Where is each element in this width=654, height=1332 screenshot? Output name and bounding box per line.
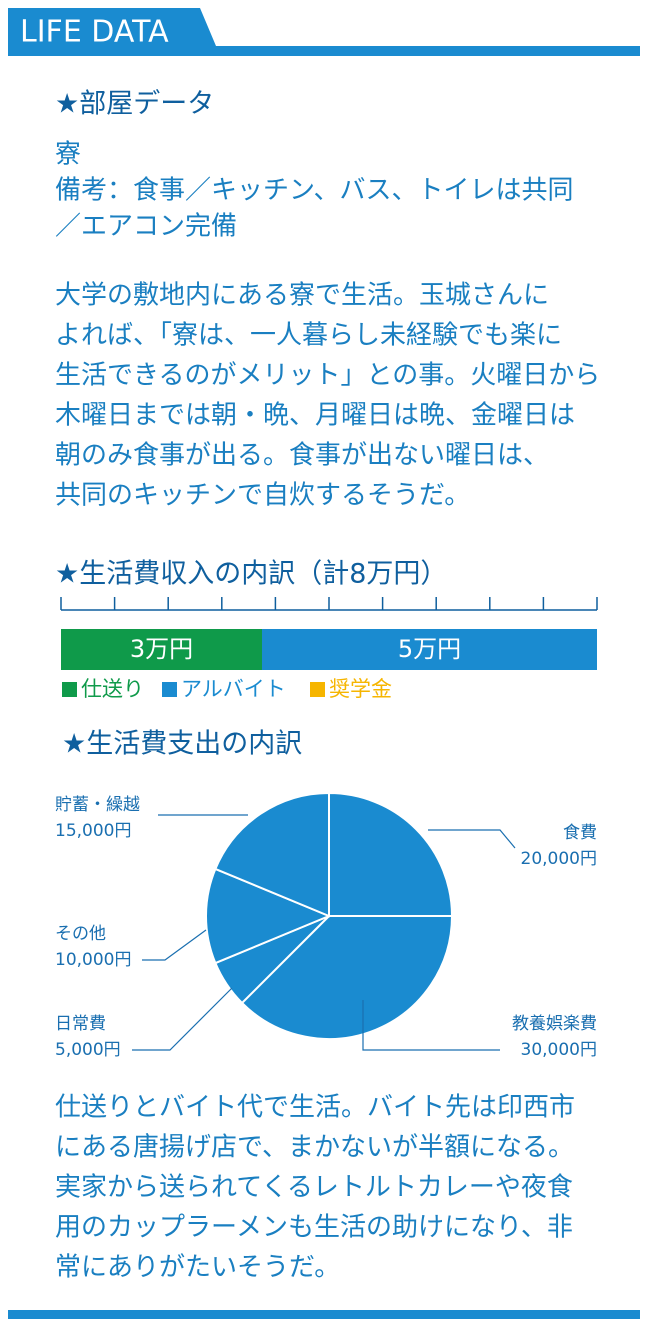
legend-label: アルバイト [181, 677, 286, 701]
pie-slice [205, 867, 332, 965]
leader-line [428, 829, 516, 849]
legend-swatch [310, 682, 325, 697]
slice-value: 30,000円 [521, 1040, 597, 1060]
slice-value: 10,000円 [55, 950, 131, 970]
bar-segment [61, 629, 262, 670]
slice-label: その他 [55, 924, 106, 944]
pie-slice [240, 915, 454, 1040]
slice-label: 貯蓄・繰越 [55, 795, 140, 815]
paragraph-line: 常にありがたいそうだ。 [55, 1253, 340, 1283]
leader-line [132, 987, 233, 1051]
pie-slice [328, 791, 454, 917]
paragraph-line: にある唐揚げ店で、まかないが半額になる。 [55, 1133, 574, 1163]
legend-swatch [162, 682, 177, 697]
slice-label: 教養娯楽費 [512, 1014, 597, 1034]
room-line: 備考：食事／キッチン、バス、トイレは共同 [55, 176, 573, 206]
paragraph-line: 実家から送られてくるレトルトカレーや夜食 [55, 1173, 573, 1203]
paragraph-line: 木曜日までは朝・晩、月曜日は晩、金曜日は [55, 401, 575, 431]
legend-swatch [62, 682, 77, 697]
paragraph-line: 用のカップラーメンも生活の助けになり、非 [55, 1213, 573, 1243]
pie-slice [214, 791, 330, 918]
slice-label: 日常費 [55, 1014, 106, 1034]
bar-label: 5万円 [398, 635, 461, 663]
slice-value: 5,000円 [55, 1040, 121, 1060]
section-heading: ★部屋データ [55, 89, 214, 120]
header-bar [8, 8, 640, 56]
bar-label: 3万円 [130, 635, 193, 663]
paragraph-line: 朝のみ食事が出る。食事が出ない曜日は、 [55, 441, 549, 471]
leader-line [142, 929, 207, 961]
paragraph-line: 共同のキッチンで自炊するそうだ。 [55, 481, 470, 511]
chart-title: ★生活費収入の内訳（計8万円） [55, 559, 447, 590]
paragraph-line: 大学の敷地内にある寮で生活。玉城さんに [55, 281, 549, 311]
paragraph-line: 仕送りとバイト代で生活。バイト先は印西市 [55, 1093, 575, 1123]
slice-value: 20,000円 [521, 849, 597, 869]
legend-label: 奨学金 [329, 677, 392, 701]
legend-label: 仕送り [81, 677, 144, 701]
footer-bar [8, 1310, 640, 1319]
header-title: LIFE DATA [20, 15, 169, 50]
leader-line [362, 1000, 500, 1051]
bar-segment [262, 629, 597, 670]
slice-label: 食費 [563, 823, 597, 843]
paragraph-line: よれば、「寮は、一人暮らし未経験でも楽に [55, 321, 562, 351]
paragraph-line: 生活できるのがメリット」との事。火曜日から [55, 361, 600, 391]
room-line: ／エアコン完備 [55, 212, 237, 242]
chart-title: ★生活費支出の内訳 [62, 729, 302, 760]
slice-value: 15,000円 [55, 821, 131, 841]
room-line: 寮 [55, 140, 81, 170]
